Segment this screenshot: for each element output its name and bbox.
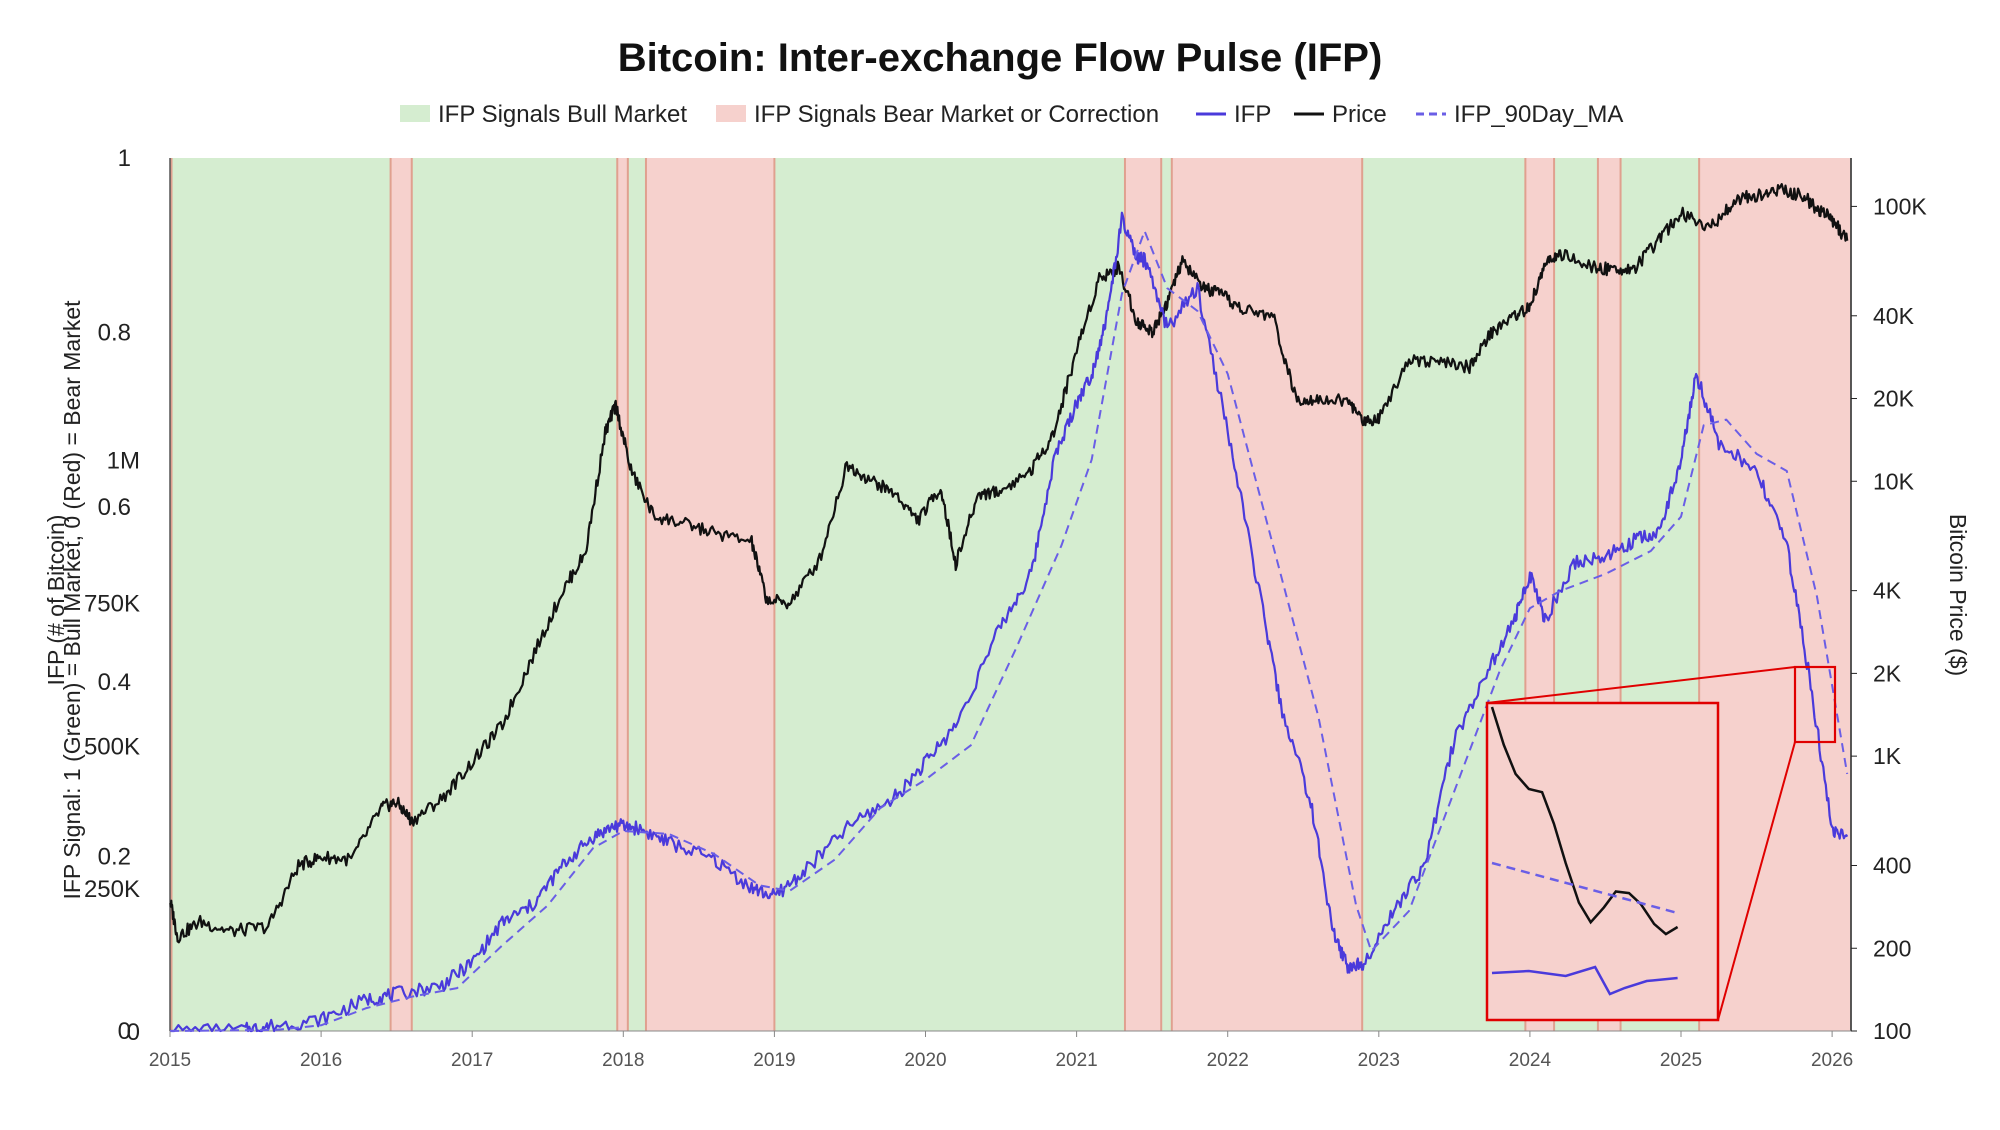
signal-tick-label: 0.6 (98, 494, 131, 521)
bear-band (1171, 158, 1363, 1031)
y-axis-title-ifp: IFP (# of Bitcoin) (43, 515, 69, 686)
ifp-tick-label: 250K (84, 876, 140, 903)
price-tick-label: 200 (1873, 935, 1911, 961)
legend-label: IFP Signals Bull Market (438, 101, 687, 128)
ifp-tick-label: 750K (84, 590, 140, 617)
bear-band (390, 158, 412, 1031)
zoom-source-box (1793, 665, 1837, 744)
bull-band (1161, 158, 1172, 1031)
signal-tick-label: 0.8 (98, 320, 131, 347)
tick-labels: 2015 2016 2017 2018 2019 2020 2021 2022 2023 2024… (84, 145, 1927, 1071)
ifp-tick-label: 1M (107, 448, 140, 475)
ifp-line (170, 211, 1849, 1033)
legend-label: IFP Signals Bear Market or Correction (754, 101, 1159, 128)
bear-band (1699, 158, 1851, 1031)
series-group (169, 183, 1849, 1033)
signal-tick-label: 0.2 (98, 843, 131, 870)
price-tick-label: 1K (1873, 743, 1902, 769)
signal-tick-label: 1 (118, 145, 131, 172)
bull-band (774, 158, 1125, 1031)
ifp-tick-label: 500K (84, 733, 140, 760)
bear-band (617, 158, 628, 1031)
x-tick-label: 2015 (149, 1050, 191, 1071)
price-tick-label: 4K (1873, 578, 1902, 604)
x-tick-label: 2018 (602, 1050, 644, 1071)
price-tick-label: 100K (1873, 193, 1927, 219)
price-tick-label: 100 (1873, 1018, 1911, 1044)
axes (169, 158, 1852, 1032)
x-tick-label: 2021 (1055, 1050, 1097, 1071)
x-tick-label: 2024 (1509, 1050, 1552, 1071)
signal-tick-label: 0.4 (98, 669, 131, 696)
chart-title: Bitcoin: Inter-exchange Flow Pulse (IFP) (618, 36, 1383, 80)
y-axis-title-signal: IFP Signal: 1 (Green) = Bull Market, 0 (… (59, 300, 85, 900)
legend-item: IFP_90Day_MA (1416, 101, 1623, 128)
inset-ma-line (1491, 861, 1678, 915)
legend-item: IFP Signals Bear Market or Correction (716, 101, 1159, 128)
legend-swatch (400, 105, 430, 122)
legend: IFP Signals Bull Market IFP Signals Bear … (400, 101, 1623, 128)
ifp-ma-line (169, 230, 1849, 1032)
x-tick-label: 2022 (1207, 1050, 1249, 1071)
x-tick-label: 2020 (904, 1050, 946, 1071)
bull-band (171, 158, 391, 1031)
price-tick-label: 400 (1873, 853, 1911, 879)
bull-band (411, 158, 618, 1031)
x-tick-label: 2019 (753, 1050, 795, 1071)
legend-item: IFP Signals Bull Market (400, 101, 687, 128)
signal-tick-label: 0 (118, 1018, 131, 1045)
inset-ifp-line (1491, 965, 1678, 996)
price-tick-label: 40K (1873, 303, 1915, 329)
x-tick-label: 2017 (451, 1050, 493, 1071)
ifp-tick-label: 0 (127, 1019, 140, 1046)
legend-item: IFP (1196, 101, 1271, 128)
x-tick-label: 2023 (1358, 1050, 1400, 1071)
bull-band (627, 158, 646, 1031)
legend-label: IFP_90Day_MA (1454, 101, 1623, 128)
price-tick-label: 10K (1873, 468, 1915, 494)
x-tick-label: 2025 (1660, 1050, 1702, 1071)
legend-swatch (716, 105, 746, 122)
legend-item: Price (1294, 101, 1387, 128)
price-tick-label: 20K (1873, 386, 1915, 412)
legend-label: IFP (1234, 101, 1271, 128)
zoom-connector (1717, 741, 1796, 1021)
zoom-inset (1485, 665, 1837, 1022)
zoom-connector (1486, 666, 1796, 704)
zoom-inset-box (1485, 701, 1720, 1022)
x-tick-label: 2016 (300, 1050, 342, 1071)
inset-price-line (1490, 706, 1679, 936)
x-tick-label: 2026 (1811, 1050, 1853, 1071)
price-line (169, 183, 1849, 944)
price-tick-label: 2K (1873, 660, 1902, 686)
legend-label: Price (1332, 101, 1387, 128)
bear-band (645, 158, 775, 1031)
y-axis-title-price: Bitcoin Price ($) (1945, 514, 1971, 676)
